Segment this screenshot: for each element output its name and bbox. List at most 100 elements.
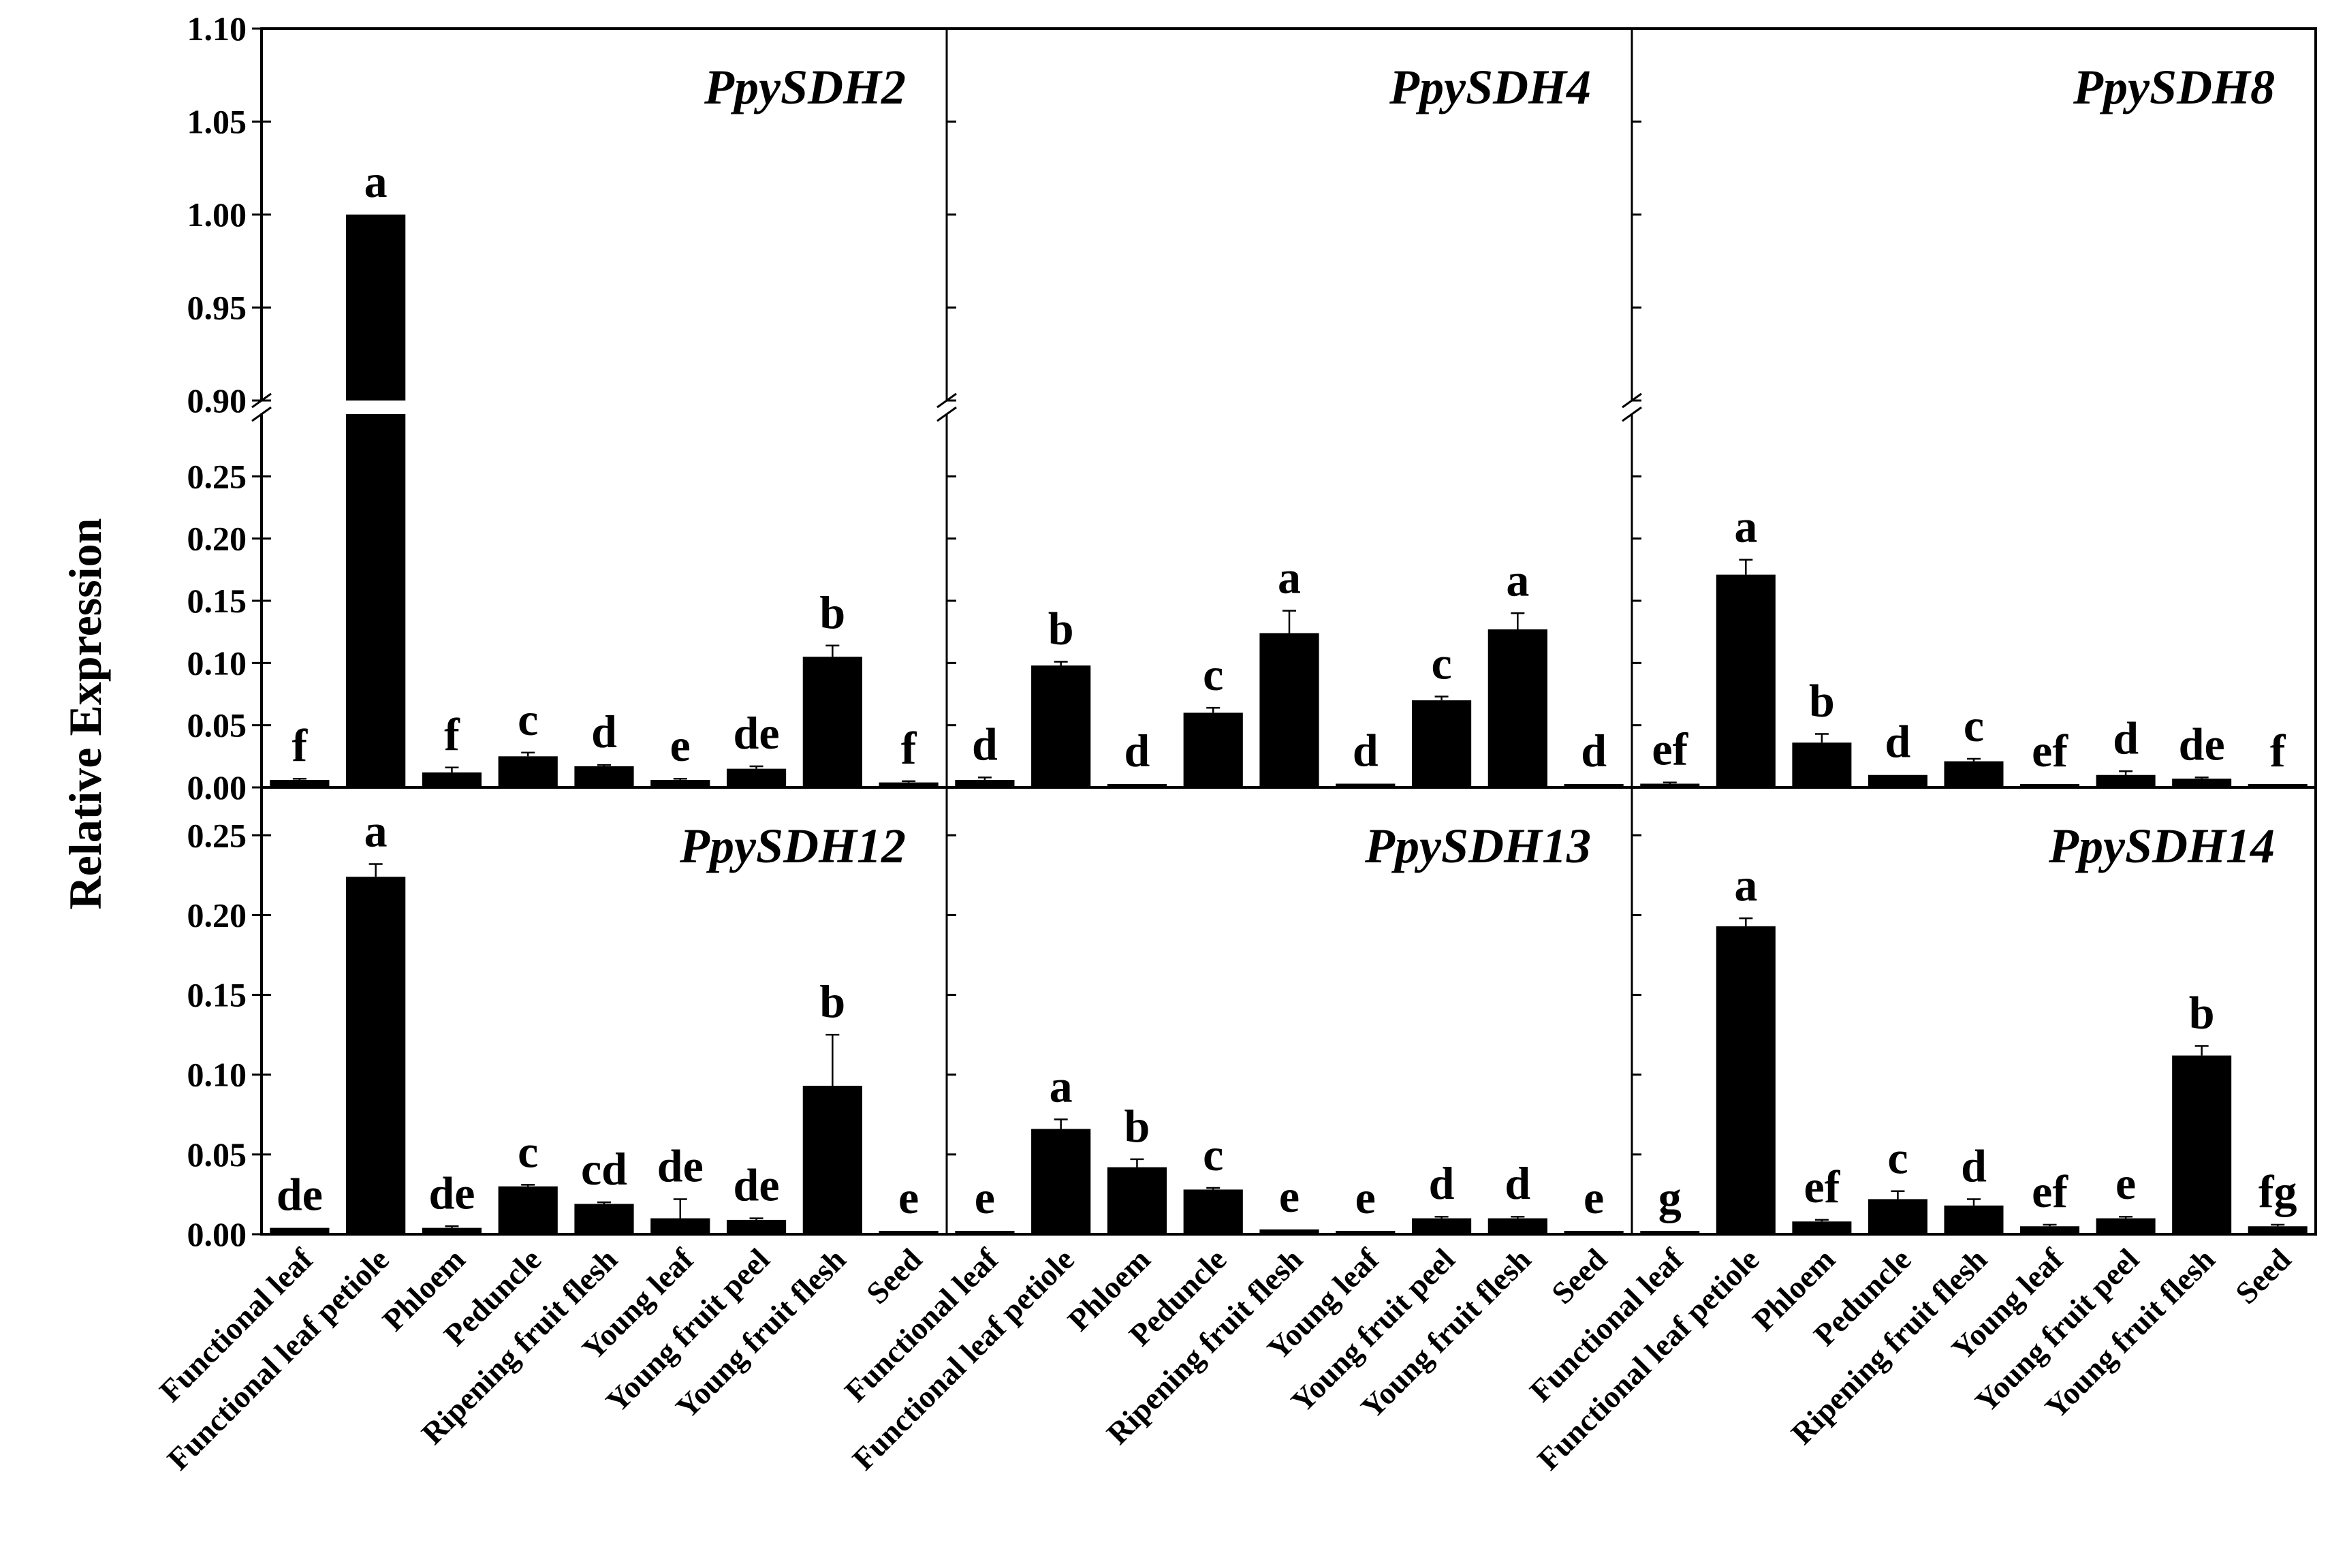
bar <box>955 780 1015 787</box>
significance-letter: a <box>1506 554 1529 606</box>
bar <box>2020 1226 2080 1234</box>
bar <box>1107 784 1167 787</box>
bar <box>1107 1167 1167 1234</box>
bar <box>726 1219 787 1234</box>
bar <box>650 780 710 787</box>
significance-letter: b <box>819 975 845 1027</box>
bar <box>1487 629 1547 787</box>
bar <box>1640 1231 1700 1234</box>
significance-letter: de <box>734 707 780 759</box>
bar <box>879 782 939 787</box>
bar <box>1259 1229 1319 1234</box>
bottom-row-frame <box>260 786 2317 1236</box>
significance-letter: ef <box>2032 725 2068 777</box>
top-lower-y-tick-label: 0.00 <box>187 768 247 806</box>
bar <box>1031 1129 1091 1234</box>
significance-letter: c <box>1887 1132 1908 1184</box>
significance-letter: a <box>1278 552 1301 603</box>
significance-letter: b <box>1809 674 1835 726</box>
significance-letter: d <box>1353 725 1379 777</box>
bar <box>1411 700 1472 787</box>
bar <box>1792 1221 1852 1234</box>
bottom-y-tick-label: 0.15 <box>187 976 247 1014</box>
bar <box>346 215 406 401</box>
panel-ppysdh4: PpySDH4 d b d c a d c a d <box>955 60 1624 787</box>
bar <box>1792 742 1852 787</box>
top-upper-y-tick-label: 0.90 <box>187 381 247 420</box>
bar <box>1031 665 1091 787</box>
bar <box>2096 1218 2156 1234</box>
bar <box>802 657 862 787</box>
significance-letter: c <box>1964 700 1984 751</box>
significance-letter: d <box>2113 712 2139 764</box>
bar <box>1716 926 1776 1234</box>
significance-letter: d <box>1581 725 1607 777</box>
bar <box>2020 784 2080 787</box>
bar <box>650 1218 710 1234</box>
bar <box>498 756 558 787</box>
bar <box>1640 783 1700 787</box>
significance-letter: cd <box>581 1143 627 1195</box>
significance-letter: fg <box>2258 1165 2297 1217</box>
bar <box>802 1086 862 1234</box>
significance-letter: b <box>2189 987 2215 1039</box>
significance-letter: c <box>1203 648 1223 700</box>
bar <box>1564 1231 1624 1234</box>
panel-title: PpySDH2 <box>704 60 906 114</box>
significance-letter: de <box>734 1159 780 1211</box>
bar <box>1487 1218 1547 1234</box>
bar <box>1411 1218 1472 1234</box>
bar <box>955 1231 1015 1234</box>
panel-title: PpySDH8 <box>2073 60 2275 114</box>
bar <box>498 1186 558 1234</box>
top-lower-y-tick-label: 0.05 <box>187 706 247 744</box>
significance-letter: d <box>591 706 617 757</box>
significance-letter: e <box>670 719 691 771</box>
significance-letter: e <box>975 1172 995 1223</box>
significance-letter: ef <box>2032 1165 2068 1217</box>
significance-letter: c <box>1431 638 1451 689</box>
significance-letter: d <box>1429 1157 1455 1209</box>
significance-letter: a <box>1734 501 1757 552</box>
y-axis-title: Relative Expression <box>59 518 111 910</box>
significance-letter: c <box>1203 1129 1223 1180</box>
bar <box>1259 633 1319 787</box>
x-tick-label: Seed <box>2229 1242 2297 1311</box>
significance-letter: d <box>972 718 998 770</box>
bar <box>574 1204 634 1234</box>
significance-letter: d <box>1505 1157 1530 1209</box>
significance-letter: c <box>518 1125 538 1177</box>
panel-title: PpySDH14 <box>2048 819 2275 873</box>
significance-letter: a <box>1734 859 1757 911</box>
bar <box>726 768 787 787</box>
significance-letter: e <box>1355 1172 1376 1223</box>
significance-letter: b <box>819 586 845 638</box>
top-lower-y-tick-label: 0.10 <box>187 644 247 682</box>
bar <box>270 780 330 787</box>
axis-break-slash <box>251 406 272 422</box>
bar <box>2248 1226 2308 1234</box>
significance-letter: g <box>1658 1172 1682 1223</box>
axis-break-slash <box>936 406 957 422</box>
significance-letter: a <box>364 804 388 856</box>
significance-letter: b <box>1048 603 1074 655</box>
significance-letter: ef <box>1804 1161 1840 1212</box>
bar <box>1564 784 1624 787</box>
bar <box>1716 574 1776 787</box>
bar <box>1944 761 2004 787</box>
panel-title: PpySDH12 <box>679 819 906 873</box>
significance-letter: c <box>518 693 538 745</box>
top-lower-y-tick-label: 0.20 <box>187 520 247 558</box>
bottom-y-tick-label: 0.05 <box>187 1135 247 1174</box>
significance-letter: d <box>1124 725 1150 777</box>
bar <box>1944 1205 2004 1234</box>
bar <box>422 772 482 787</box>
significance-letter: b <box>1124 1100 1150 1152</box>
bottom-y-tick-label: 0.00 <box>187 1215 247 1253</box>
bar <box>270 1227 330 1234</box>
significance-letter: d <box>1885 716 1911 768</box>
bar <box>879 1231 939 1234</box>
x-tick-label: Seed <box>1545 1242 1613 1311</box>
significance-letter: f <box>444 708 460 760</box>
